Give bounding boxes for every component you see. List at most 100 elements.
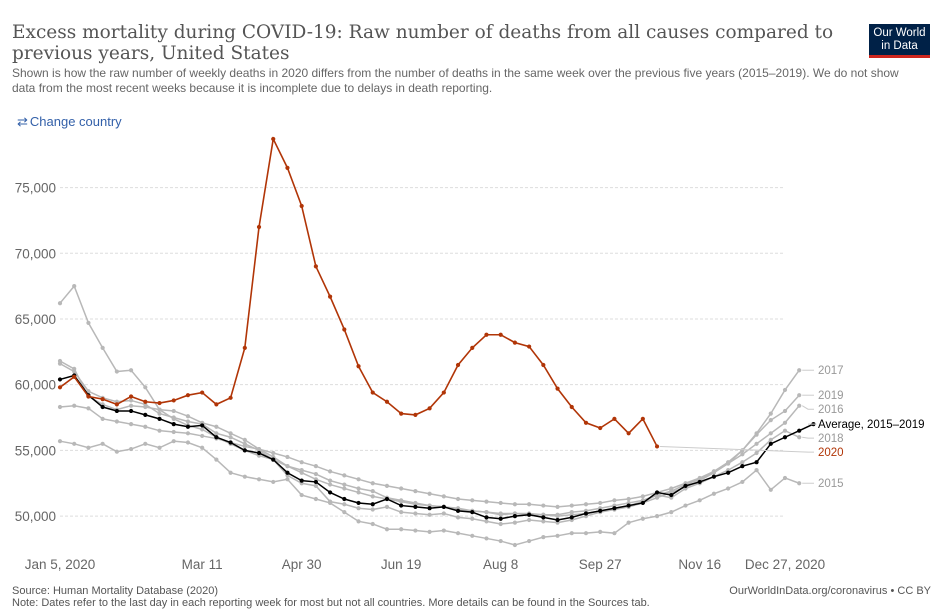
series-2016[interactable] <box>57 403 802 509</box>
data-point <box>654 490 660 495</box>
data-point <box>427 529 432 534</box>
data-point <box>143 441 148 446</box>
data-point <box>384 504 390 509</box>
data-point <box>86 406 91 411</box>
data-point <box>626 431 631 436</box>
data-point <box>455 515 461 520</box>
series-2015[interactable] <box>57 439 802 548</box>
data-point <box>86 445 91 450</box>
data-point <box>143 385 148 390</box>
data-point <box>356 486 361 491</box>
label-connector <box>660 445 814 453</box>
x-tick-label: Sep 27 <box>579 557 622 572</box>
data-point <box>214 435 219 440</box>
data-point <box>271 479 276 485</box>
data-point <box>697 479 702 485</box>
data-point <box>356 364 361 369</box>
data-point <box>356 519 361 524</box>
data-point <box>271 136 276 142</box>
data-point <box>370 390 375 395</box>
data-point <box>726 470 731 475</box>
data-point <box>768 411 773 416</box>
data-point <box>271 450 276 456</box>
data-point <box>114 369 119 374</box>
data-point <box>697 475 702 481</box>
label-connector <box>801 405 814 410</box>
line-label: 2017 <box>818 365 844 377</box>
chart-subtitle: Shown is how the raw number of weekly de… <box>12 66 899 95</box>
data-point <box>654 444 660 449</box>
data-point <box>313 471 318 477</box>
data-point <box>399 527 404 532</box>
data-point <box>583 502 589 507</box>
data-point <box>242 441 247 446</box>
data-point <box>583 511 589 516</box>
data-point <box>72 441 77 446</box>
data-point <box>185 419 191 424</box>
data-point <box>285 165 290 170</box>
data-point <box>413 528 418 533</box>
data-point <box>313 264 318 269</box>
data-point <box>512 520 518 525</box>
x-tick-label: Jun 19 <box>381 557 422 572</box>
data-point <box>498 538 503 544</box>
data-point <box>782 428 788 433</box>
change-country-button[interactable]: ⇄ Change country <box>17 114 122 130</box>
data-point <box>399 486 404 491</box>
data-point <box>768 418 773 423</box>
y-axis: 50,000 55,000 60,000 65,000 70,000 75,000 <box>15 181 56 525</box>
x-tick-label: Mar 11 <box>182 557 223 572</box>
data-point <box>427 491 432 496</box>
owid-logo[interactable]: Our World in Data <box>869 24 930 58</box>
data-point <box>527 517 532 523</box>
credit-link[interactable]: OurWorldInData.org/coronavirus • CC BY <box>729 585 931 597</box>
data-point <box>569 515 574 520</box>
x-tick-label: Apr 30 <box>282 557 322 572</box>
data-point <box>555 517 560 523</box>
data-point <box>470 533 475 538</box>
line-label: 2018 <box>818 433 844 445</box>
data-point <box>683 483 688 488</box>
data-point <box>128 394 134 399</box>
data-point <box>370 481 375 486</box>
data-point <box>327 490 333 495</box>
data-point <box>200 427 205 432</box>
series-2020[interactable] <box>57 136 660 449</box>
data-point <box>555 504 560 509</box>
series-average-2015-2019[interactable] <box>57 373 816 523</box>
y-tick-label: 70,000 <box>15 246 56 261</box>
data-point <box>541 515 546 520</box>
data-point <box>427 512 432 517</box>
data-point <box>541 535 546 540</box>
data-point <box>128 403 134 408</box>
line-labels: 2017 2019 2016 Average, 2015–2019 2018 2020 20… <box>660 365 925 490</box>
line-label: 2019 <box>818 390 844 402</box>
data-point <box>370 489 375 494</box>
data-point <box>200 445 205 450</box>
data-point <box>57 377 63 382</box>
data-point <box>100 416 105 421</box>
data-point <box>484 519 489 524</box>
data-point <box>200 390 205 395</box>
data-point <box>384 483 390 488</box>
data-point <box>455 531 461 536</box>
data-point <box>128 446 134 452</box>
data-point <box>484 499 489 504</box>
data-point <box>57 404 63 410</box>
data-point <box>57 439 63 444</box>
data-point <box>356 506 361 511</box>
data-point <box>214 431 219 436</box>
y-tick-label: 55,000 <box>15 443 56 458</box>
data-point <box>342 473 347 478</box>
data-point <box>228 470 233 475</box>
data-point <box>214 457 219 462</box>
data-point <box>171 415 176 420</box>
data-point <box>157 416 162 421</box>
data-point <box>768 431 773 436</box>
data-point <box>441 494 446 499</box>
data-point <box>740 464 745 469</box>
data-point <box>754 467 759 473</box>
data-point <box>384 399 390 404</box>
data-point <box>555 386 560 391</box>
